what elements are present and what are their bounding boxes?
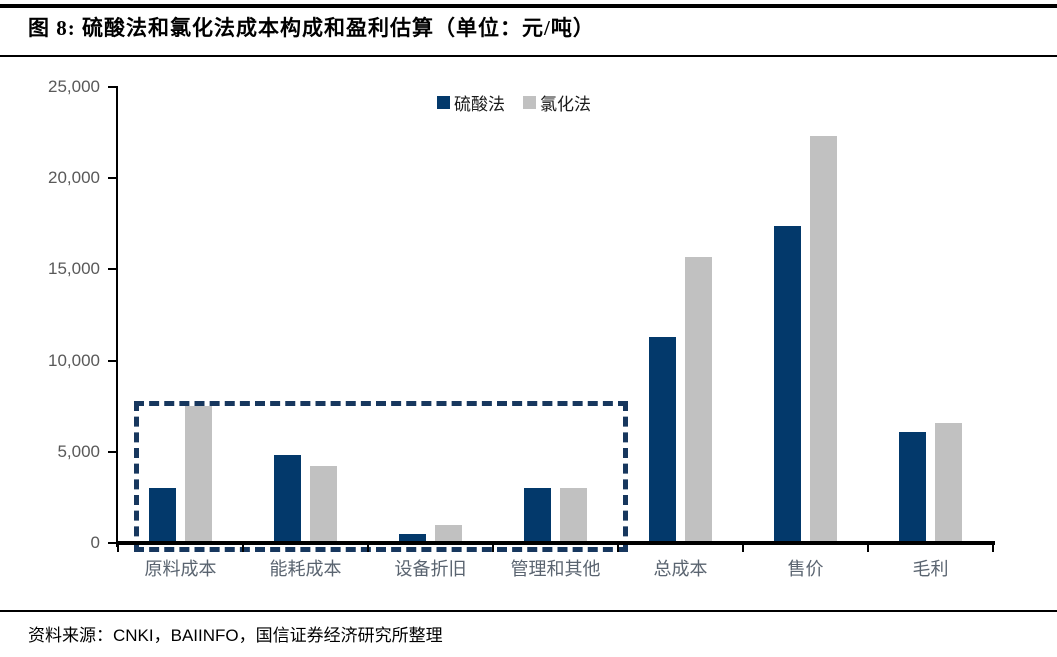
x-axis-tick — [117, 545, 119, 552]
bar-sulfuric-3 — [524, 488, 551, 543]
bar-chlorination-5 — [810, 136, 837, 543]
bar-chlorination-3 — [560, 488, 587, 543]
bar-chlorination-2 — [435, 525, 462, 543]
legend-swatch-sulfuric — [437, 95, 450, 109]
x-axis-label: 毛利 — [912, 559, 949, 579]
y-axis-label: 10,000 — [48, 350, 100, 370]
y-axis-label: 20,000 — [48, 168, 100, 188]
y-axis-tick — [108, 177, 118, 180]
source-divider-rule — [0, 610, 1057, 612]
x-axis-label: 管理和其他 — [510, 559, 601, 579]
source-note: 资料来源：CNKI，BAIINFO，国信证券经济研究所整理 — [28, 626, 443, 645]
bar-sulfuric-1 — [274, 455, 301, 543]
legend-item-sulfuric: 硫酸法 — [437, 90, 505, 115]
bar-sulfuric-4 — [649, 337, 676, 543]
legend-item-chlorination: 氯化法 — [523, 90, 591, 115]
legend-label: 氯化法 — [540, 94, 591, 114]
legend-label: 硫酸法 — [454, 94, 505, 114]
x-axis-tick — [742, 545, 744, 552]
y-axis-label: 0 — [90, 533, 100, 552]
title-divider-rule — [0, 55, 1057, 57]
y-axis-tick — [108, 450, 118, 453]
bar-chart: 原料成本 能耗成本 设备折旧 管理和其他 总成本 售价 毛利 0 5,000 10,000 15,0… — [0, 56, 1057, 610]
cost-items-highlight-box — [134, 401, 628, 552]
bar-sulfuric-6 — [899, 432, 926, 543]
y-axis-line — [116, 87, 118, 547]
x-axis-tick — [367, 545, 369, 552]
x-axis-tick — [242, 545, 244, 552]
y-axis-tick — [108, 268, 118, 271]
bar-chlorination-6 — [935, 423, 962, 543]
x-axis-label: 能耗成本 — [269, 559, 342, 579]
bar-chlorination-1 — [310, 466, 337, 543]
x-axis-tick — [992, 545, 994, 552]
bar-chlorination-0 — [185, 406, 212, 543]
top-border-rule — [0, 4, 1057, 8]
y-axis-label: 5,000 — [57, 441, 100, 461]
x-axis-label: 售价 — [787, 559, 824, 579]
legend-swatch-chlorination — [523, 95, 536, 109]
y-axis-tick — [108, 359, 118, 362]
x-axis-label: 总成本 — [653, 559, 708, 579]
x-axis-tick — [617, 545, 619, 552]
x-axis-tick — [867, 545, 869, 552]
x-axis-label: 设备折旧 — [394, 559, 467, 579]
chart-legend: 硫酸法 氯化法 — [437, 90, 591, 115]
y-axis-label: 15,000 — [48, 259, 100, 279]
bar-sulfuric-5 — [774, 226, 801, 543]
x-axis-label: 原料成本 — [144, 559, 217, 579]
figure-title: 图 8: 硫酸法和氯化法成本构成和盈利估算（单位：元/吨） — [28, 16, 595, 40]
x-axis-line — [116, 541, 995, 545]
y-axis-label: 25,000 — [48, 77, 100, 96]
y-axis-tick — [108, 86, 118, 88]
bar-chlorination-4 — [685, 257, 712, 543]
x-axis-tick — [492, 545, 494, 552]
bar-sulfuric-0 — [149, 488, 176, 543]
y-axis-tick — [108, 542, 118, 544]
bar-sulfuric-2 — [399, 534, 426, 543]
